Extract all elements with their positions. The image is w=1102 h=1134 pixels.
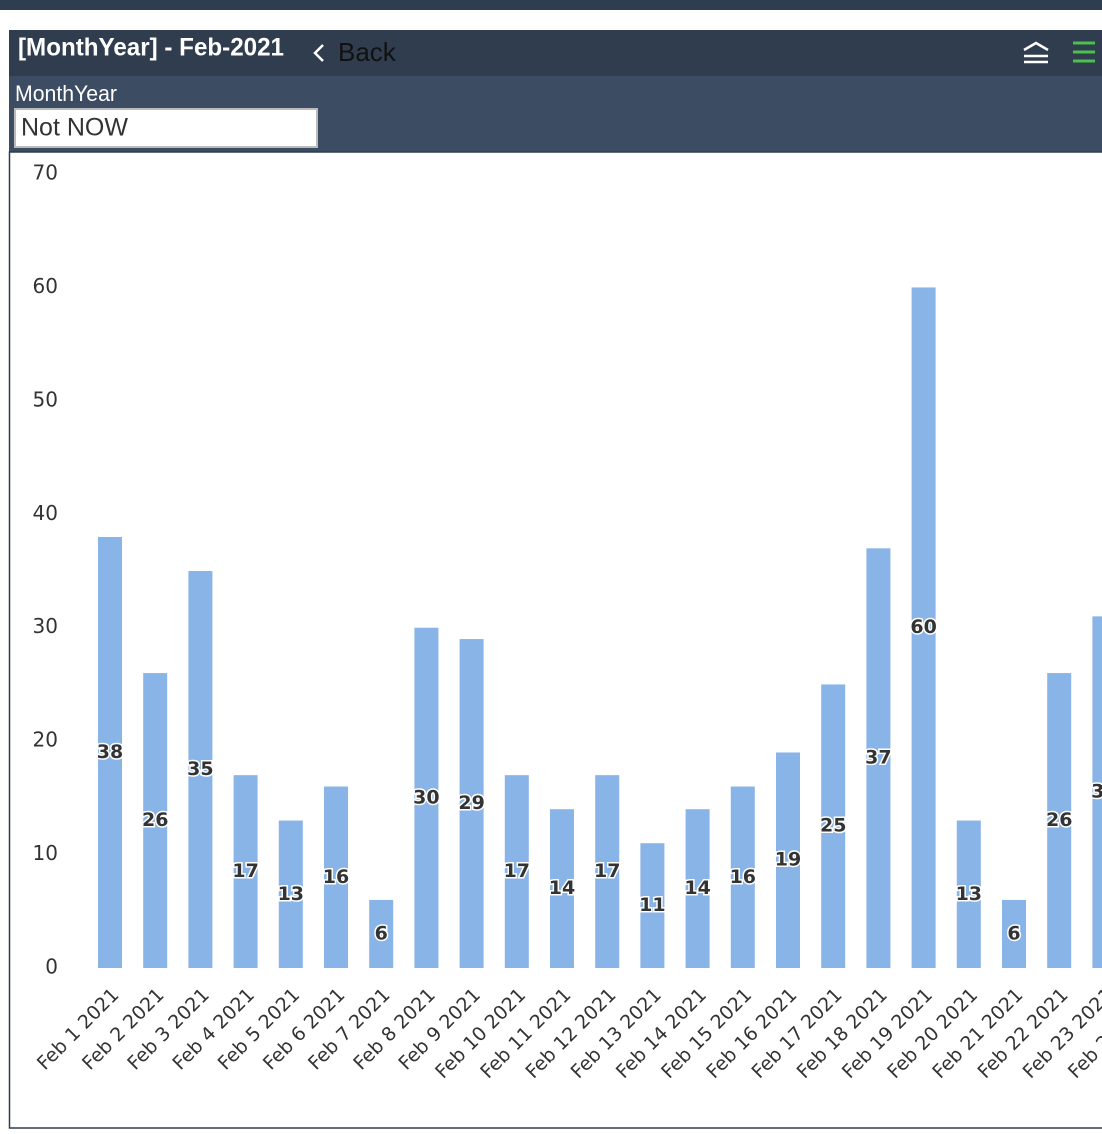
data-label: 26 <box>1046 809 1072 831</box>
data-label: 30 <box>413 786 439 808</box>
back-arrow <box>313 44 324 62</box>
bar <box>459 639 484 968</box>
data-label: 17 <box>232 860 258 882</box>
data-label: 6 <box>375 922 388 944</box>
bar <box>188 571 213 968</box>
y-tick-label: 30 <box>33 614 58 638</box>
bar <box>730 786 755 968</box>
bar <box>640 843 665 968</box>
data-label: 19 <box>775 849 801 871</box>
bar <box>98 536 122 968</box>
filter-label: MonthYear <box>15 81 117 106</box>
data-label: 37 <box>865 747 891 769</box>
bar <box>1002 899 1026 968</box>
bar <box>776 752 800 968</box>
data-label: 25 <box>820 815 846 837</box>
data-label: 26 <box>142 809 168 831</box>
bar <box>866 548 891 968</box>
bar <box>369 899 394 968</box>
bar <box>685 809 710 968</box>
data-label: 6 <box>1007 922 1020 944</box>
bar <box>956 820 981 968</box>
data-label: 11 <box>639 894 665 916</box>
data-label: 14 <box>549 877 575 899</box>
chart-panel <box>8 151 1102 1129</box>
bar <box>324 786 348 968</box>
y-tick-label: 70 <box>33 161 58 185</box>
data-label: 17 <box>504 860 530 882</box>
bar <box>278 820 303 968</box>
collapse-icon[interactable] <box>1023 41 1049 64</box>
bar <box>143 673 168 968</box>
data-label: 17 <box>594 860 620 882</box>
bar <box>233 775 258 968</box>
data-label: 16 <box>323 866 349 888</box>
icon-stroke <box>1023 41 1049 52</box>
bar <box>821 684 846 968</box>
back-button[interactable]: Back <box>313 37 397 67</box>
bar <box>1047 673 1072 968</box>
y-tick-label: 60 <box>33 274 58 298</box>
y-tick-label: 10 <box>33 841 58 865</box>
filter-input[interactable] <box>14 108 318 148</box>
menu-icon[interactable] <box>1073 41 1095 63</box>
data-label: 13 <box>956 883 982 905</box>
header-bar <box>9 30 1102 76</box>
bar <box>504 775 529 968</box>
data-label: 13 <box>278 883 304 905</box>
data-label: 14 <box>684 877 710 899</box>
bar <box>911 287 936 968</box>
back-label[interactable]: Back <box>338 37 397 67</box>
bar <box>550 809 574 968</box>
data-label: 38 <box>97 741 123 763</box>
y-tick-label: 40 <box>33 501 58 525</box>
bar <box>1092 616 1102 968</box>
filter-value[interactable]: Not NOW <box>21 114 128 142</box>
data-label: 16 <box>730 866 756 888</box>
data-label: 60 <box>910 616 936 638</box>
y-tick-label: 20 <box>33 728 58 752</box>
bar <box>414 627 439 968</box>
y-tick-label: 0 <box>45 955 58 979</box>
bar <box>595 775 620 968</box>
data-label: 35 <box>187 758 213 780</box>
panel-title: [MonthYear] - Feb-2021 <box>18 34 284 62</box>
data-label: 31 <box>1091 781 1102 803</box>
data-label: 29 <box>458 792 484 814</box>
y-tick-label: 50 <box>33 387 58 411</box>
top-strip <box>0 0 1102 10</box>
